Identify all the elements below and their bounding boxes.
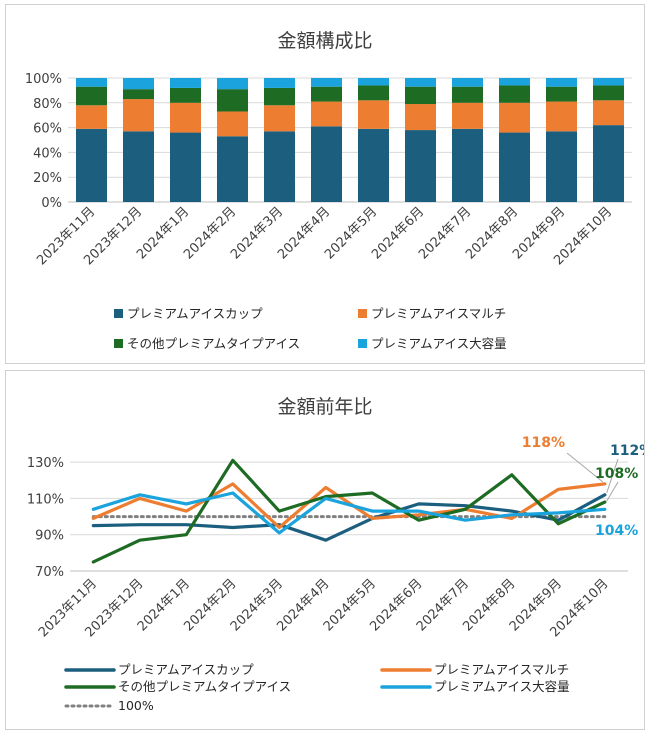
bar-segment xyxy=(545,131,578,202)
bar-segment xyxy=(451,86,484,103)
y-tick-label: 0% xyxy=(41,196,62,211)
bar-segment xyxy=(169,132,202,202)
y-tick-label: 80% xyxy=(33,97,62,112)
data-label: 108% xyxy=(595,466,638,482)
yoy-chart: 金額前年比70%90%110%130%2023年11月2023年12月2024年… xyxy=(27,396,644,713)
bar-segment xyxy=(592,100,625,126)
data-label: 112% xyxy=(610,443,644,459)
bar-segment xyxy=(216,111,249,137)
leader-line xyxy=(566,452,604,483)
bar-segment xyxy=(216,136,249,202)
bar-segment xyxy=(498,85,531,103)
legend-swatch xyxy=(114,309,123,318)
legend-label: その他プレミアムタイプアイス xyxy=(118,679,291,694)
leader-line xyxy=(606,458,619,493)
bar-segment xyxy=(498,78,531,86)
bar-segment xyxy=(592,85,625,101)
y-tick-label: 60% xyxy=(33,122,62,137)
bar-segment xyxy=(216,89,249,112)
data-label: 118% xyxy=(522,435,565,451)
bar-segment xyxy=(263,131,296,202)
bar-segment xyxy=(592,78,625,86)
series-line xyxy=(91,458,607,564)
bar-segment xyxy=(545,86,578,102)
bar-segment xyxy=(310,86,343,102)
y-tick-label: 70% xyxy=(35,565,64,580)
bar-segment xyxy=(545,101,578,132)
bar-segment xyxy=(122,99,155,132)
legend-label: プレミアムアイスマルチ xyxy=(371,306,506,321)
y-tick-label: 20% xyxy=(33,171,62,186)
bar-segment xyxy=(216,78,249,90)
bar-segment xyxy=(451,78,484,87)
bar-segment xyxy=(122,78,155,90)
y-tick-label: 90% xyxy=(35,529,64,544)
legend-label: その他プレミアムタイプアイス xyxy=(127,336,300,351)
legend-label: プレミアムアイスカップ xyxy=(118,662,254,677)
bar-segment xyxy=(357,128,390,202)
legend-label: プレミアムアイスカップ xyxy=(127,306,263,321)
bar-segment xyxy=(310,126,343,202)
bar-segment xyxy=(592,125,625,202)
chart-title: 金額構成比 xyxy=(277,30,372,52)
bar-segment xyxy=(498,102,531,133)
yoy-chart-panel: 金額前年比 70% 90% 110% 130% 2023年11月 2023年12月 2024年… xyxy=(5,370,645,730)
bar-segment xyxy=(451,128,484,202)
data-label: 104% xyxy=(595,523,638,539)
bar-segment xyxy=(404,78,437,87)
bar-segment xyxy=(310,78,343,87)
bar-segment xyxy=(357,85,390,101)
bar-segment xyxy=(357,78,390,86)
composition-chart: 金額構成比0%20%40%60%80%100%2023年11月2023年12月2… xyxy=(25,30,632,351)
legend-label: プレミアムアイス大容量 xyxy=(371,336,507,351)
bar-segment xyxy=(122,131,155,202)
bar-segment xyxy=(263,87,296,106)
bar-segment xyxy=(357,100,390,129)
legend-label: 100% xyxy=(118,698,154,713)
bar-segment xyxy=(404,104,437,131)
legend-label: プレミアムアイス大容量 xyxy=(434,679,570,694)
leader-line xyxy=(606,481,619,502)
bar-segment xyxy=(263,78,296,88)
bar-segment xyxy=(404,130,437,202)
bar-segment xyxy=(310,101,343,127)
legend-swatch xyxy=(358,339,367,348)
bar-segment xyxy=(75,105,108,129)
bar-segment xyxy=(75,86,108,106)
bar-segment xyxy=(122,89,155,100)
y-tick-label: 100% xyxy=(25,72,62,87)
chart-title: 金額前年比 xyxy=(277,396,372,418)
composition-chart-panel: 金額構成比 0% 20% 40% 60% 80% 100% 2023年11月 2023年12月 2… xyxy=(5,4,645,364)
y-tick-label: 40% xyxy=(33,146,62,161)
bar-segment xyxy=(451,102,484,129)
y-tick-label: 110% xyxy=(27,492,64,507)
legend-swatch xyxy=(114,339,123,348)
bar-segment xyxy=(404,86,437,105)
legend-swatch xyxy=(358,309,367,318)
series-line xyxy=(91,491,607,535)
bar-segment xyxy=(169,78,202,88)
bar-segment xyxy=(75,78,108,87)
bar-segment xyxy=(169,87,202,103)
bar-segment xyxy=(263,105,296,132)
bar-segment xyxy=(75,128,108,202)
y-tick-label: 130% xyxy=(27,456,64,471)
bar-segment xyxy=(498,132,531,202)
legend-label: プレミアムアイスマルチ xyxy=(434,662,569,677)
bar-segment xyxy=(169,102,202,133)
bar-segment xyxy=(545,78,578,87)
